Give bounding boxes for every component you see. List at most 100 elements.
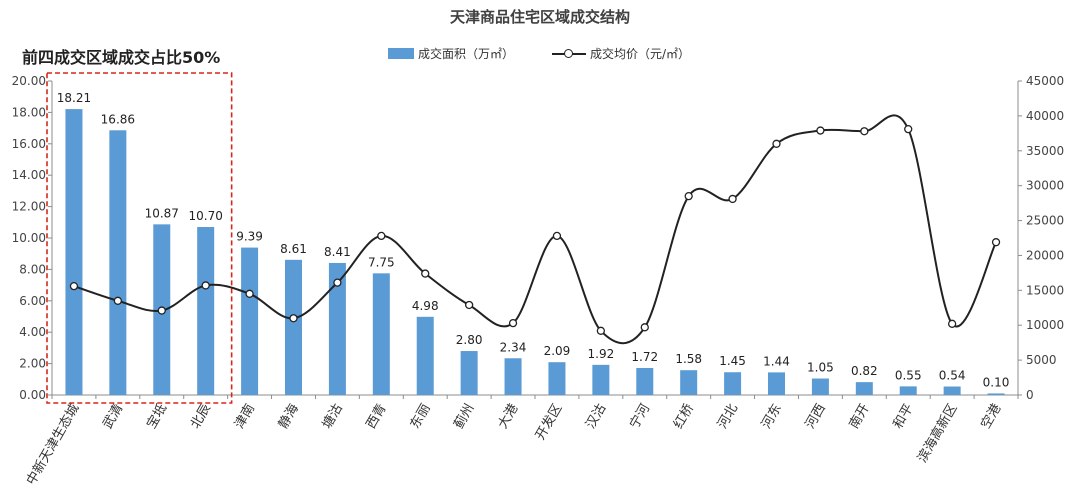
category-label: 中新天津生态城 — [23, 401, 82, 488]
price-point — [508, 318, 518, 328]
left-tick-label: 12.00 — [12, 200, 46, 214]
bar — [372, 273, 390, 395]
left-tick-label: 16.00 — [12, 137, 46, 151]
price-point — [421, 269, 430, 278]
left-tick-label: 6.00 — [19, 294, 46, 308]
category-label: 汉沽 — [583, 402, 609, 432]
bar — [109, 130, 127, 395]
category-label: 大港 — [496, 402, 522, 432]
price-point — [772, 139, 781, 148]
price-point — [245, 289, 254, 298]
legend-item-area: 成交面积（万㎡） — [388, 45, 514, 62]
left-tick-label: 8.00 — [19, 262, 46, 276]
bar-data-label: 0.10 — [983, 375, 1010, 389]
bar — [987, 393, 1005, 395]
chart-subtitle: 前四成交区域成交占比50% — [22, 48, 221, 67]
bar — [943, 386, 961, 395]
bar-data-label: 4.98 — [412, 299, 439, 313]
bar — [328, 262, 346, 395]
price-point — [333, 278, 342, 287]
bar — [811, 378, 829, 395]
category-label: 东丽 — [408, 402, 434, 432]
price-point — [377, 231, 386, 241]
price-point — [991, 238, 1001, 247]
bar — [636, 367, 654, 395]
bar — [197, 227, 215, 395]
left-tick-label: 18.00 — [12, 105, 46, 119]
bar — [680, 370, 698, 395]
bar-data-label: 2.80 — [456, 333, 483, 347]
bar — [724, 372, 742, 395]
category-label: 空港 — [979, 401, 1005, 431]
bar-data-label: 8.41 — [324, 245, 351, 259]
bar-data-label: 1.58 — [675, 352, 702, 366]
category-label: 南开 — [846, 401, 873, 432]
bar-data-label: 1.45 — [719, 354, 746, 368]
bar-data-label: 18.21 — [57, 91, 91, 105]
left-tick-label: 10.00 — [12, 231, 46, 245]
highlight-box — [46, 72, 233, 404]
price-point — [640, 323, 649, 332]
category-label: 静海 — [276, 402, 302, 432]
bar — [460, 351, 478, 395]
right-tick-label: 35000 — [1026, 144, 1064, 158]
bar — [855, 382, 873, 395]
bar-data-label: 8.61 — [280, 242, 307, 256]
right-tick-label: 25000 — [1026, 214, 1064, 228]
bar-data-label: 9.39 — [236, 230, 263, 244]
right-tick-label: 15000 — [1026, 283, 1064, 297]
legend: 成交面积（万㎡） 成交均价（元/㎡） — [388, 45, 728, 62]
left-tick-label: 2.00 — [19, 357, 46, 371]
bar-data-label: 10.70 — [189, 209, 223, 223]
bar — [592, 364, 610, 395]
bar-data-label: 2.34 — [500, 340, 527, 354]
category-label: 宝坻 — [143, 401, 170, 432]
legend-line-swatch — [552, 48, 587, 60]
left-tick-label: 20.00 — [12, 74, 46, 88]
category-label: 滨海高新区 — [914, 401, 960, 465]
bar-data-label: 2.09 — [544, 344, 571, 358]
bar-data-label: 0.82 — [851, 364, 878, 378]
category-label: 河东 — [759, 402, 785, 432]
category-label: 蓟州 — [452, 402, 478, 432]
category-label: 开发区 — [532, 401, 565, 443]
category-label: 宁河 — [626, 401, 653, 432]
price-point — [684, 191, 693, 201]
category-label: 津南 — [231, 401, 258, 432]
chart-title: 天津商品住宅区域成交结构 — [449, 8, 630, 26]
bar-data-label: 1.05 — [807, 361, 834, 375]
category-label: 塘沽 — [319, 401, 346, 432]
right-tick-label: 20000 — [1026, 248, 1064, 262]
bar — [416, 316, 434, 395]
price-point — [947, 319, 957, 328]
left-tick-label: 14.00 — [12, 168, 46, 182]
right-tick-label: 45000 — [1026, 74, 1064, 88]
category-label: 红桥 — [670, 401, 697, 432]
price-point — [201, 281, 210, 290]
category-label: 河北 — [715, 402, 741, 432]
price-point — [464, 300, 474, 310]
bar-data-label: 1.44 — [763, 354, 790, 368]
legend-label-price: 成交均价（元/㎡） — [590, 47, 691, 61]
category-label: 河西 — [803, 402, 829, 432]
price-point — [289, 314, 298, 323]
price-point — [113, 296, 123, 305]
right-tick-label: 0 — [1026, 388, 1034, 402]
bar — [899, 386, 917, 395]
right-tick-label: 30000 — [1026, 179, 1064, 193]
price-point — [552, 231, 562, 241]
bar — [285, 259, 302, 395]
legend-item-price: 成交均价（元/㎡） — [552, 45, 690, 62]
bar — [548, 362, 566, 395]
right-tick-label: 40000 — [1026, 109, 1064, 123]
left-tick-label: 4.00 — [19, 325, 46, 339]
category-label: 西青 — [364, 402, 390, 432]
bar-data-label: 7.75 — [368, 255, 395, 269]
price-point — [69, 281, 79, 291]
bar — [504, 358, 522, 395]
category-label: 和平 — [891, 402, 917, 432]
price-point — [816, 126, 825, 135]
bar-data-label: 0.55 — [895, 368, 922, 382]
